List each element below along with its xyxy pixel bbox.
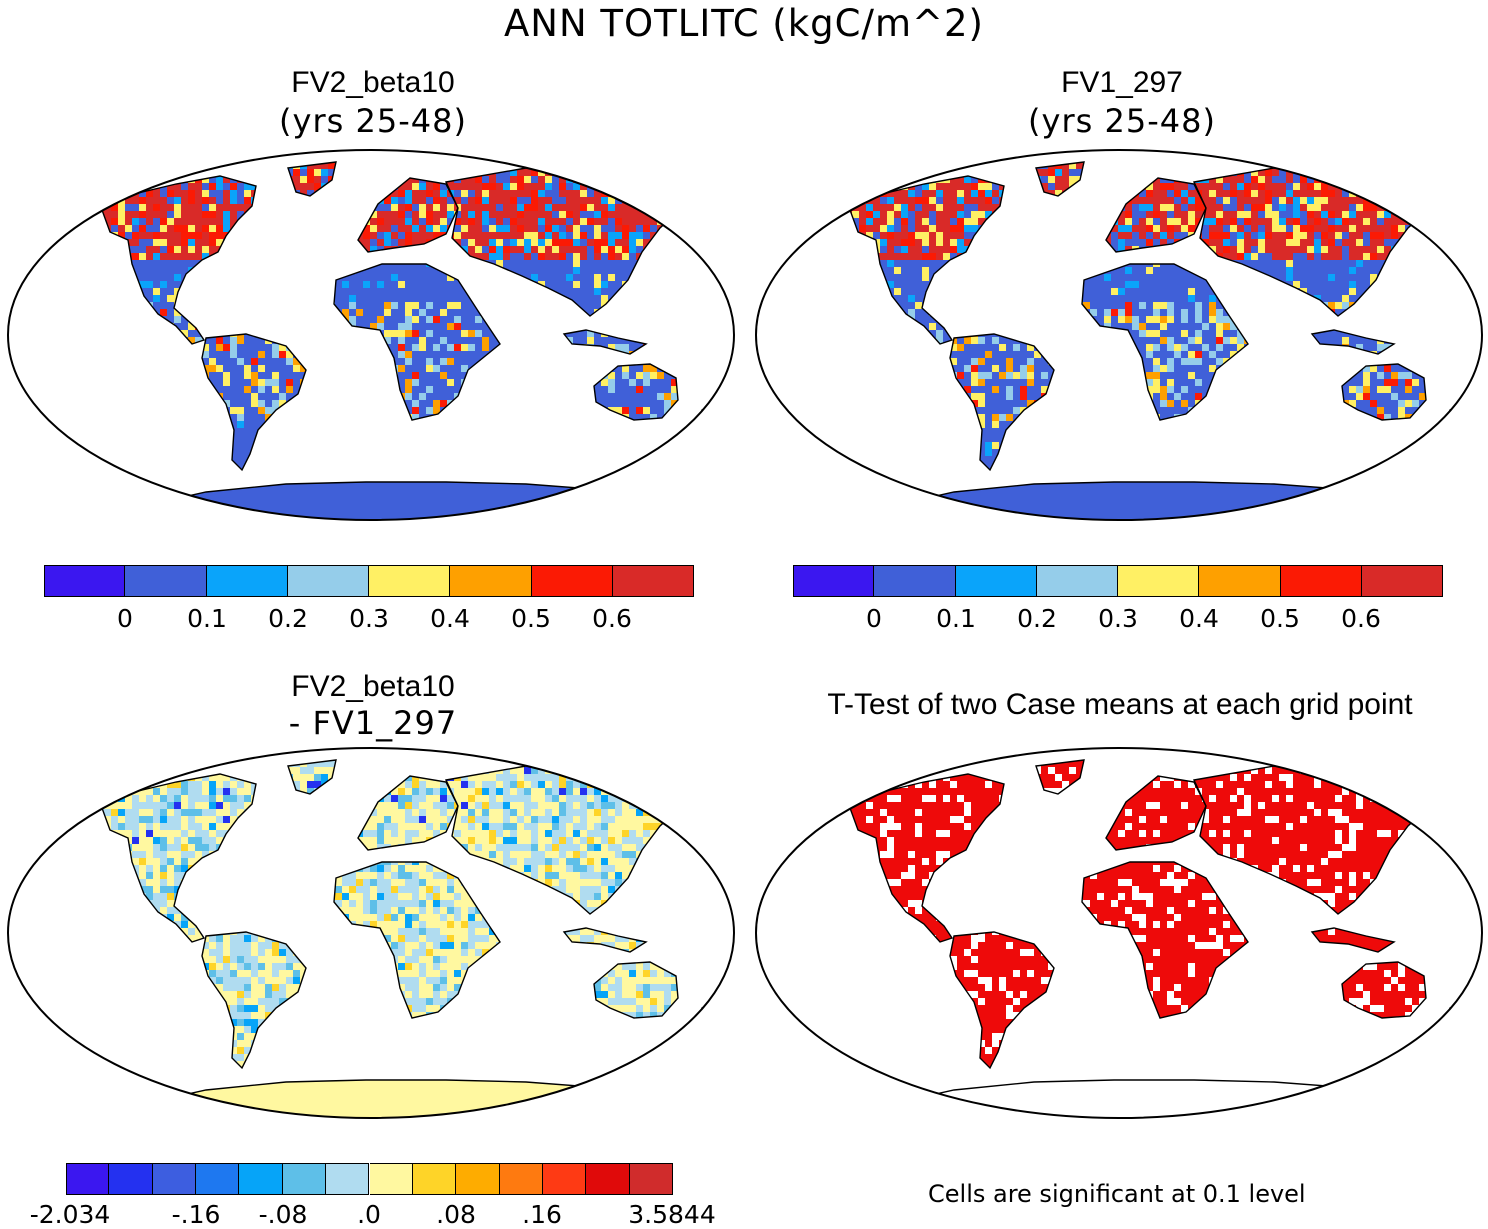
- colorbar-swatch: [109, 1163, 152, 1195]
- colorbar-swatch: [153, 1163, 196, 1195]
- colorbar-swatch: [44, 565, 125, 597]
- colorbar-swatch: [1118, 565, 1199, 597]
- colorbar-swatch: [239, 1163, 282, 1195]
- colorbar-diff-label: -.08: [259, 1200, 308, 1229]
- colorbar-swatch: [874, 565, 955, 597]
- panel-subtitle-fv2: (yrs 25-48): [183, 102, 563, 140]
- colorbar-fv1-label: 0.2: [1017, 604, 1057, 633]
- colorbar-swatch: [630, 1163, 673, 1195]
- colorbar-fv1-label: 0.6: [1341, 604, 1381, 633]
- figure-title: ANN TOTLITC (kgC/m^2): [0, 2, 1488, 45]
- colorbar-swatch: [66, 1163, 109, 1195]
- colorbar-swatch: [196, 1163, 239, 1195]
- colorbar-swatch: [456, 1163, 499, 1195]
- colorbar-fv2-label: 0: [117, 604, 133, 633]
- colorbar-diff-label: .16: [522, 1200, 562, 1229]
- colorbar-diff-label: .08: [436, 1200, 476, 1229]
- panel-title-fv1: FV1_297: [932, 66, 1312, 100]
- colorbar-diff: [66, 1163, 673, 1195]
- colorbar-fv1-label: 0: [866, 604, 882, 633]
- colorbar-swatch: [1199, 565, 1280, 597]
- colorbar-fv1-label: 0.4: [1179, 604, 1219, 633]
- colorbar-swatch: [288, 565, 369, 597]
- colorbar-swatch: [370, 1163, 413, 1195]
- colorbar-swatch: [1037, 565, 1118, 597]
- colorbar-swatch: [586, 1163, 629, 1195]
- colorbar-swatch: [793, 565, 874, 597]
- colorbar-swatch: [450, 565, 531, 597]
- colorbar-swatch: [543, 1163, 586, 1195]
- colorbar-fv2-label: 0.5: [511, 604, 551, 633]
- map-ttest: [754, 746, 1484, 1120]
- panel-title-ttest: T-Test of two Case means at each grid po…: [760, 688, 1480, 722]
- map-fv1: [754, 148, 1484, 522]
- colorbar-diff-label: -2.034: [30, 1200, 111, 1229]
- colorbar-fv2-label: 0.3: [349, 604, 389, 633]
- colorbar-fv2-label: 0.1: [187, 604, 227, 633]
- colorbar-swatch: [956, 565, 1037, 597]
- colorbar-swatch: [283, 1163, 326, 1195]
- colorbar-fv2: [44, 565, 694, 597]
- map-fv2: [6, 148, 736, 522]
- ttest-note: Cells are significant at 0.1 level: [928, 1180, 1306, 1208]
- colorbar-swatch: [125, 565, 206, 597]
- colorbar-fv1-label: 0.5: [1260, 604, 1300, 633]
- colorbar-swatch: [613, 565, 694, 597]
- colorbar-swatch: [413, 1163, 456, 1195]
- panel-title-fv2: FV2_beta10: [183, 66, 563, 100]
- panel-subtitle-diff: - FV1_297: [183, 704, 563, 742]
- panel-subtitle-fv1: (yrs 25-48): [932, 102, 1312, 140]
- colorbar-fv2-label: 0.2: [268, 604, 308, 633]
- colorbar-swatch: [207, 565, 288, 597]
- colorbar-swatch: [532, 565, 613, 597]
- panel-title-diff: FV2_beta10: [183, 670, 563, 704]
- colorbar-swatch: [500, 1163, 543, 1195]
- colorbar-fv1-label: 0.1: [936, 604, 976, 633]
- colorbar-fv2-label: 0.4: [430, 604, 470, 633]
- map-diff: [6, 746, 736, 1120]
- colorbar-diff-label: -.16: [172, 1200, 221, 1229]
- colorbar-swatch: [1362, 565, 1443, 597]
- colorbar-swatch: [326, 1163, 369, 1195]
- colorbar-diff-label: .0: [357, 1200, 381, 1229]
- colorbar-fv1-label: 0.3: [1098, 604, 1138, 633]
- colorbar-swatch: [1281, 565, 1362, 597]
- colorbar-diff-label: 3.5844: [628, 1200, 715, 1229]
- colorbar-fv1: [793, 565, 1443, 597]
- colorbar-swatch: [369, 565, 450, 597]
- colorbar-fv2-label: 0.6: [592, 604, 632, 633]
